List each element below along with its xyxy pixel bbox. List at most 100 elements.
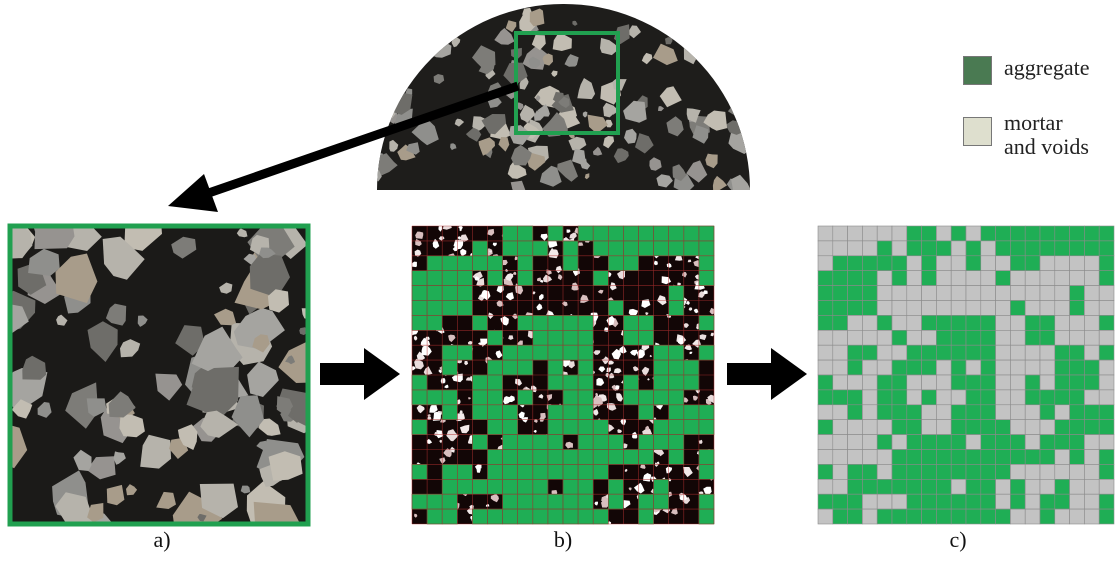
grid-cell-aggregate bbox=[906, 225, 922, 242]
aggregate-stone bbox=[679, 494, 688, 501]
grid-cell-mortar bbox=[862, 315, 878, 331]
aggregate-stone bbox=[511, 144, 532, 166]
aggregate-stone bbox=[86, 456, 116, 480]
grid-cell-mortar bbox=[876, 464, 893, 480]
grid-cell-aggregate bbox=[995, 270, 1011, 286]
aggregate-stone bbox=[73, 449, 92, 471]
grid-cell-mortar bbox=[1069, 478, 1085, 495]
aggregate-stone bbox=[722, 32, 744, 54]
aggregate-stone bbox=[555, 265, 562, 274]
grid-cell-mortar bbox=[995, 285, 1011, 301]
grid-cell-aggregate bbox=[487, 389, 503, 406]
grid-cell-aggregate bbox=[592, 419, 609, 435]
grid-cell-aggregate bbox=[832, 493, 848, 510]
grid-cell-aggregate bbox=[532, 240, 549, 257]
grid-cell-aggregate bbox=[623, 315, 639, 331]
grid-cell-mortar bbox=[1024, 419, 1041, 435]
grid-cell-aggregate bbox=[668, 225, 685, 242]
grid-cell-aggregate bbox=[426, 300, 443, 316]
grid-cell-mortar bbox=[995, 344, 1011, 361]
aggregate-stone bbox=[568, 136, 587, 151]
grid-cell-mortar bbox=[891, 225, 908, 242]
aggregate-stone bbox=[120, 339, 141, 358]
aggregate-stone bbox=[465, 377, 472, 381]
grid-cell-aggregate bbox=[502, 449, 519, 465]
grid-cell-mortar bbox=[1024, 508, 1041, 525]
aggregate-stone bbox=[617, 270, 625, 280]
grid-cell-mortar bbox=[965, 285, 982, 301]
aggregate-stone bbox=[86, 398, 107, 417]
grid-cell-aggregate bbox=[980, 389, 996, 406]
aggregate-stone bbox=[56, 314, 68, 326]
aggregate-stone bbox=[412, 36, 437, 58]
grid-cell-aggregate bbox=[653, 240, 669, 257]
grid-cell-aggregate bbox=[517, 359, 534, 376]
grid-cell-aggregate bbox=[502, 478, 519, 495]
aggregate-stone bbox=[665, 37, 673, 45]
panel-a-photo bbox=[7, 223, 311, 527]
grid-cell-mortar bbox=[832, 434, 848, 450]
aggregate-stone bbox=[593, 395, 604, 407]
grid-cell-mortar bbox=[1039, 464, 1056, 480]
grid-cell-aggregate bbox=[817, 270, 834, 286]
aggregate-stone bbox=[444, 384, 449, 389]
grid-cell-aggregate bbox=[517, 270, 534, 286]
grid-cell-aggregate bbox=[965, 329, 982, 346]
grid-cell-mortar bbox=[1084, 300, 1100, 316]
aggregate-stone bbox=[682, 271, 687, 278]
grid-cell-aggregate bbox=[547, 404, 564, 420]
aggregate-stone bbox=[543, 274, 553, 283]
aggregate-stone bbox=[698, 24, 715, 37]
grid-cell-aggregate bbox=[1039, 389, 1056, 406]
aggregate-stone bbox=[619, 345, 627, 354]
aggregate-stone bbox=[698, 291, 706, 298]
aggregate-stone bbox=[569, 232, 577, 239]
aggregate-stone bbox=[425, 336, 430, 341]
grid-cell-mortar bbox=[1024, 478, 1041, 495]
aggregate-stone bbox=[692, 125, 709, 144]
grid-cell-aggregate bbox=[668, 285, 685, 301]
grid-cell-mortar bbox=[1084, 255, 1100, 272]
grid-cell-mortar bbox=[876, 493, 893, 510]
grid-cell-mortar bbox=[832, 404, 848, 420]
grid-cell-mortar bbox=[862, 508, 878, 525]
aggregate-stone bbox=[495, 350, 503, 359]
grid-cell-aggregate bbox=[653, 434, 669, 450]
aggregate-stone bbox=[496, 300, 504, 307]
grid-cell-aggregate bbox=[547, 315, 564, 331]
aggregate-stone bbox=[518, 411, 525, 419]
grid-cell-aggregate bbox=[532, 493, 549, 510]
aggregate-stone bbox=[459, 410, 463, 415]
grid-cell-mortar bbox=[1098, 389, 1115, 406]
grid-cell-aggregate bbox=[1024, 315, 1041, 331]
aggregate-stone bbox=[533, 430, 537, 433]
grid-cell-aggregate bbox=[1098, 240, 1115, 257]
aggregate-stone bbox=[384, 19, 393, 30]
aggregate-stone bbox=[510, 180, 526, 190]
aggregate-stone bbox=[565, 441, 573, 449]
aggregate-stone bbox=[494, 28, 515, 45]
grid-cell-aggregate bbox=[1054, 493, 1070, 510]
grid-cell-aggregate bbox=[502, 359, 519, 376]
grid-cell-aggregate bbox=[965, 344, 982, 361]
grid-cell-mortar bbox=[832, 240, 848, 257]
grid-cell-mortar bbox=[1054, 404, 1070, 420]
grid-cell-aggregate bbox=[1084, 419, 1100, 435]
grid-cell-aggregate bbox=[698, 508, 715, 525]
aggregate-stone bbox=[11, 399, 33, 419]
grid-cell-aggregate bbox=[921, 225, 937, 242]
grid-cell-mortar bbox=[1039, 270, 1056, 286]
aggregate-stone bbox=[687, 259, 692, 263]
grid-cell-aggregate bbox=[698, 270, 715, 286]
grid-cell-aggregate bbox=[668, 374, 685, 391]
grid-cell-mortar bbox=[1054, 300, 1070, 316]
grid-cell-aggregate bbox=[1010, 434, 1026, 450]
grid-cell-aggregate bbox=[847, 255, 863, 272]
aggregate-stone bbox=[596, 377, 605, 386]
grid-cell-aggregate bbox=[936, 240, 952, 257]
grid-cell-aggregate bbox=[411, 493, 428, 510]
grid-cell-aggregate bbox=[965, 315, 982, 331]
grid-cell-aggregate bbox=[638, 240, 654, 257]
grid-cell-aggregate bbox=[517, 434, 534, 450]
aggregate-stone bbox=[253, 501, 301, 524]
